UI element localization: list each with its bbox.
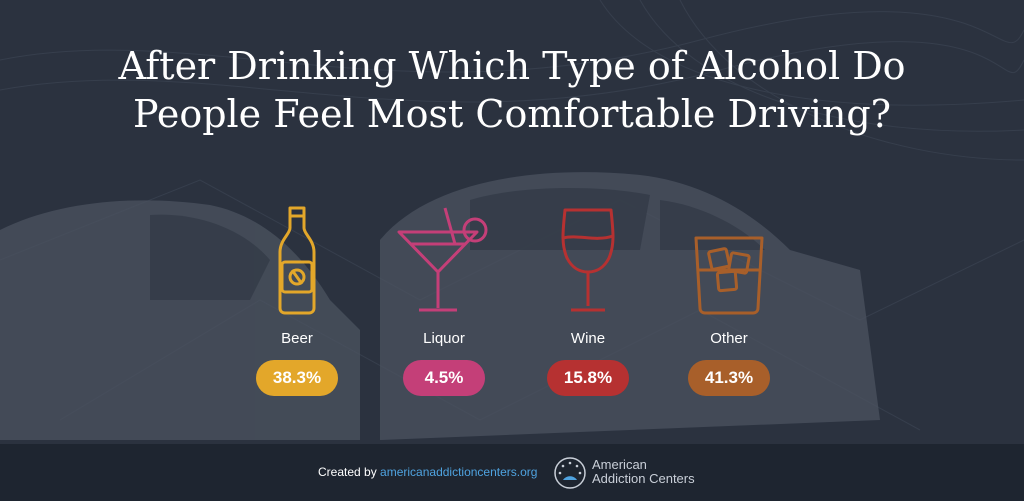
beer-bottle-icon bbox=[278, 206, 316, 315]
item-beer: Beer 38.3% bbox=[237, 200, 357, 396]
cocktail-glass-icon bbox=[397, 207, 488, 312]
item-wine: Wine 15.8% bbox=[528, 200, 648, 396]
value-beer: 38.3% bbox=[256, 360, 338, 396]
aac-logo-text: American Addiction Centers bbox=[592, 458, 695, 486]
value-wine: 15.8% bbox=[547, 360, 629, 396]
chart-title: After Drinking Which Type of Alcohol Do … bbox=[0, 42, 1024, 138]
logo-line-2: Addiction Centers bbox=[592, 471, 695, 486]
created-by-label: Created by bbox=[318, 465, 381, 479]
item-other: Other 41.3% bbox=[669, 200, 789, 396]
title-line-1: After Drinking Which Type of Alcohol Do bbox=[118, 44, 906, 88]
wine-glass-icon bbox=[561, 208, 615, 312]
label-wine: Wine bbox=[570, 330, 606, 347]
whiskey-glass-icon bbox=[694, 236, 764, 315]
value-other: 41.3% bbox=[688, 360, 770, 396]
title-line-2: People Feel Most Comfortable Driving? bbox=[132, 92, 892, 136]
logo-line-1: American bbox=[592, 457, 647, 472]
label-beer: Beer bbox=[281, 330, 313, 347]
site-link[interactable]: americanaddictioncenters.org bbox=[380, 465, 538, 479]
drink-items: Beer 38.3% Liquor 4.5% Wine 15 bbox=[0, 200, 1024, 410]
item-liquor: Liquor 4.5% bbox=[384, 200, 504, 396]
footer: Created by americanaddictioncenters.org … bbox=[0, 444, 1024, 501]
label-other: Other bbox=[710, 330, 748, 347]
credit-text: Created by americanaddictioncenters.org bbox=[318, 465, 537, 479]
label-liquor: Liquor bbox=[423, 330, 465, 347]
aac-logo-icon bbox=[554, 457, 586, 489]
value-liquor: 4.5% bbox=[403, 360, 485, 396]
